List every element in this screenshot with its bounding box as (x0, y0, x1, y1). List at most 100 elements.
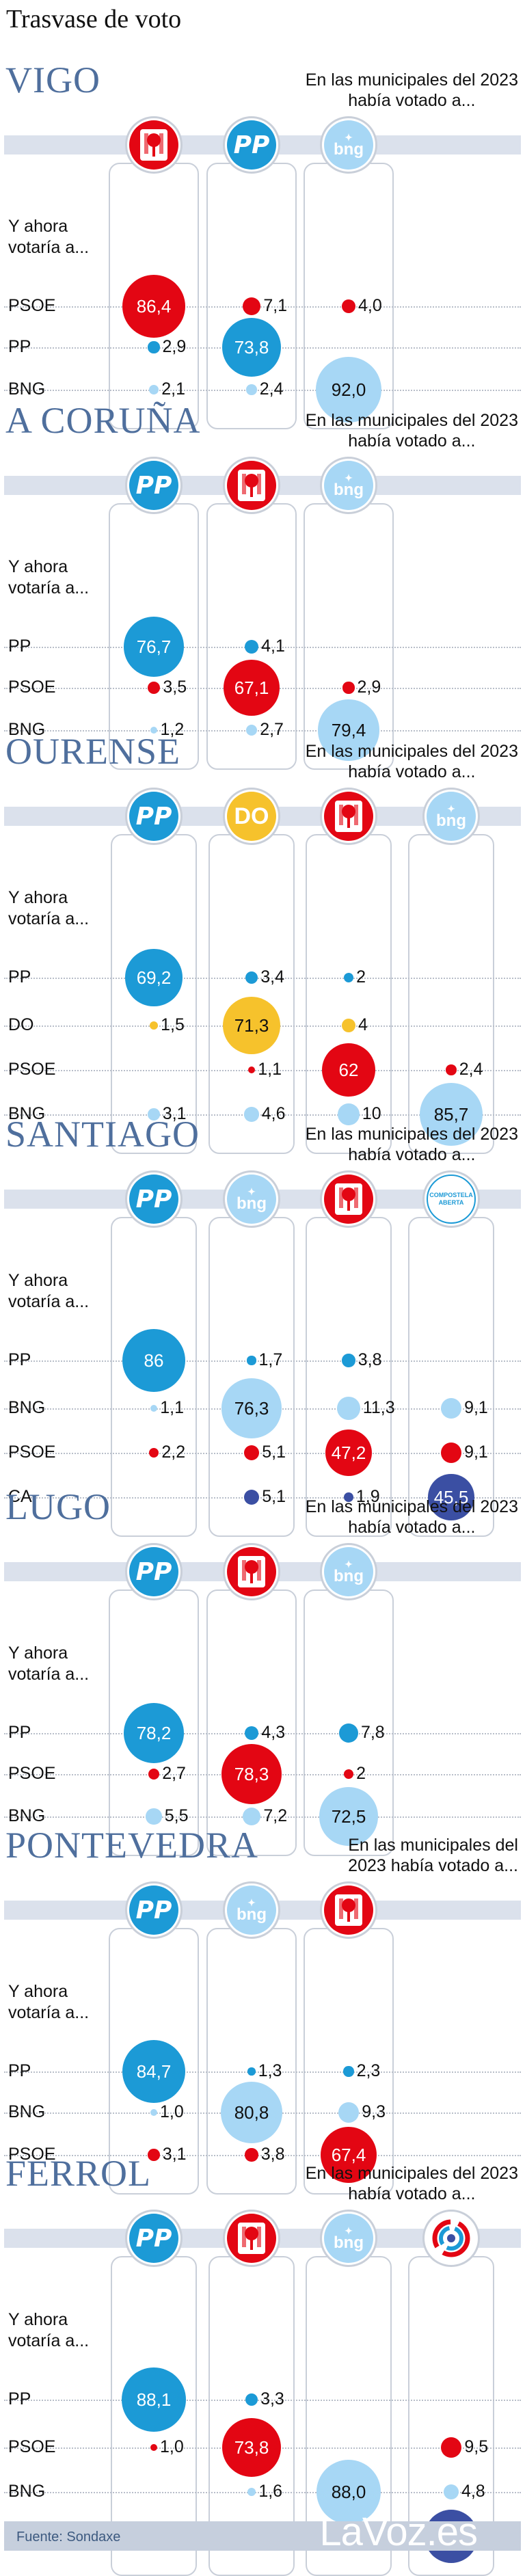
data-label: 1,5 (161, 1015, 185, 1034)
compostela-aberta-icon: COMPOSTELA ABERTA (427, 1175, 476, 1224)
data-bubble (148, 2149, 160, 2161)
ask-label: Y ahora votaría a... (8, 1643, 90, 1684)
data-bubble (146, 1808, 162, 1825)
bng-star-icon: ✦ bng (324, 120, 373, 170)
data-label: 3,5 (163, 677, 187, 697)
row-label-do: DO (8, 1015, 34, 1034)
party-logo-psoe (320, 788, 377, 845)
data-bubble (148, 384, 159, 395)
footer-bar (4, 2521, 521, 2551)
data-bubble (243, 1445, 260, 1461)
data-label: 2 (356, 967, 366, 987)
previous-vote-header: En las municipales del 2023 había votado… (305, 411, 518, 451)
pp-logo-icon: PP (129, 792, 178, 841)
data-label: 9,1 (464, 1398, 488, 1417)
data-label: 5,1 (262, 1443, 286, 1462)
psoe-rose-icon (227, 461, 276, 510)
source-note: Fuente: Sondaxe (16, 2530, 121, 2545)
row-label-pp: PP (8, 636, 31, 656)
previous-vote-header: En las municipales del 2023 había votado… (305, 742, 518, 781)
data-label: 1,0 (160, 2437, 184, 2456)
row-label-bng: BNG (8, 379, 46, 399)
ferrol-en-comun-icon (427, 2214, 476, 2263)
data-bubble (245, 724, 258, 736)
ask-label: Y ahora votaría a... (8, 557, 90, 598)
data-bubble (221, 1378, 282, 1438)
data-label: 2,9 (357, 677, 381, 697)
data-label: 79,4 (331, 720, 366, 740)
ask-label: Y ahora votaría a... (8, 888, 90, 928)
row-label-bng: BNG (8, 1806, 46, 1825)
data-bubble (221, 2082, 282, 2143)
row-label-pp: PP (8, 2061, 31, 2080)
data-label: 73,8 (234, 337, 269, 358)
data-bubble (122, 2367, 186, 2432)
row-label-psoe: PSOE (8, 1443, 56, 1462)
data-label: 3,8 (358, 1350, 382, 1369)
data-bubble (148, 1768, 160, 1780)
data-bubble (244, 1107, 259, 1122)
brand-logo: LaVoz.es (319, 2510, 478, 2554)
data-label: 5,1 (262, 1487, 286, 1506)
data-label: 1,6 (258, 2482, 283, 2501)
data-bubble (246, 384, 257, 395)
data-label: 85,7 (433, 1104, 469, 1125)
data-label: 67,1 (234, 677, 269, 698)
data-label: 88,0 (331, 2482, 366, 2502)
party-logo-bng: ✦ bng (320, 457, 377, 514)
data-label: 1,3 (258, 2061, 282, 2080)
row-separator (4, 1733, 521, 1734)
data-label: 1,0 (160, 2102, 184, 2121)
data-bubble (244, 639, 259, 654)
data-label: 86 (144, 1350, 164, 1371)
data-label: 47,2 (331, 1443, 366, 1463)
row-label-psoe: PSOE (8, 1764, 56, 1783)
row-separator (4, 2492, 521, 2493)
pp-logo-icon: PP (129, 461, 178, 510)
data-bubble (245, 2393, 258, 2406)
row-label-pp: PP (8, 337, 31, 356)
party-logo-pp: PP (125, 1170, 183, 1228)
data-bubble (338, 2102, 360, 2123)
data-bubble (343, 1769, 354, 1780)
data-bubble (428, 1474, 474, 1520)
row-separator (4, 647, 521, 648)
data-label: 1,1 (160, 1398, 184, 1417)
data-bubble (338, 1103, 360, 1125)
data-label: 4,3 (261, 1723, 286, 1742)
row-label-pp: PP (8, 1723, 31, 1742)
data-label: 62 (338, 1060, 359, 1080)
row-separator (4, 306, 521, 308)
data-label: 92,0 (331, 379, 366, 400)
data-bubble (222, 996, 281, 1055)
pp-logo-icon: PP (129, 1547, 178, 1596)
row-label-psoe: PSOE (8, 2145, 56, 2164)
data-bubble (122, 1328, 186, 1393)
data-bubble (342, 299, 355, 313)
party-logo-pp: PP (125, 1881, 183, 1939)
row-separator (4, 2155, 521, 2156)
data-label: 72,5 (331, 1806, 366, 1827)
ask-label: Y ahora votaría a... (8, 217, 90, 257)
data-bubble (125, 949, 183, 1006)
data-bubble (148, 1447, 159, 1458)
data-label: 7,8 (360, 1723, 385, 1742)
data-label: 2,2 (161, 1443, 186, 1462)
data-label: 10 (362, 1104, 381, 1123)
data-bubble (150, 2444, 157, 2451)
psoe-rose-icon (227, 2214, 276, 2263)
data-bubble (224, 660, 280, 716)
data-label: 71,3 (234, 1015, 269, 1036)
data-label: 86,4 (136, 296, 172, 317)
data-label: 76,7 (136, 636, 172, 657)
row-separator (4, 1114, 521, 1116)
row-separator (4, 2400, 521, 2401)
data-label: 1,1 (258, 1060, 282, 1079)
data-label: 4,0 (358, 296, 382, 315)
data-label: 3,1 (162, 2145, 187, 2164)
row-label-bng: BNG (8, 2102, 46, 2121)
data-label: 9,3 (362, 2102, 386, 2121)
data-label: 7,1 (263, 296, 288, 315)
data-bubble (247, 2487, 256, 2497)
